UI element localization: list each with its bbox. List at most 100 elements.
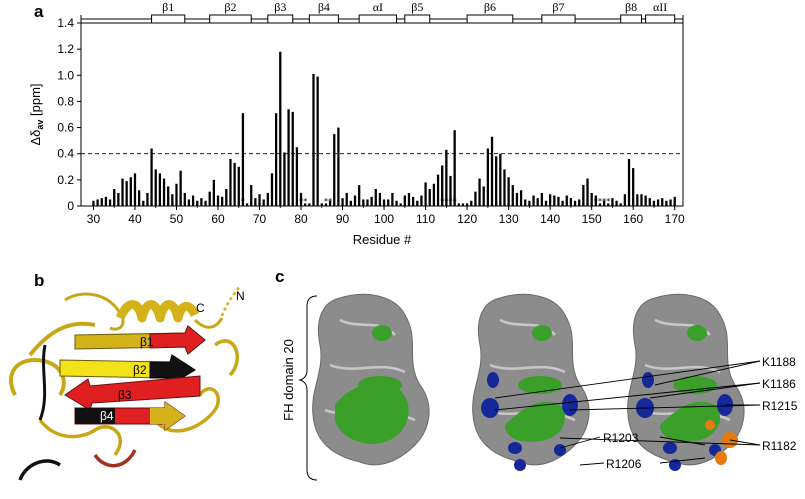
domain-bracket (298, 295, 318, 481)
bar-residue-130 (507, 177, 510, 206)
y-tick-label-3: 0.6 (57, 121, 74, 135)
unassigned-marker-152: * (598, 197, 602, 206)
bar-residue-84 (316, 76, 319, 206)
bar-residue-156 (615, 200, 618, 206)
bar-residue-158 (623, 194, 627, 206)
secondary-structure-track: β1 β2 β3 β4 αI β5 β6 β7 β8 αII (80, 0, 684, 24)
bar-residue-111 (428, 189, 431, 206)
green-patch-main (660, 401, 720, 442)
bar-residue-160 (632, 168, 635, 206)
ss-element-4 (358, 14, 398, 24)
ss-label-6: β6 (484, 0, 496, 14)
bar-residue-65 (237, 166, 240, 206)
bar-residue-133 (519, 190, 523, 206)
x-tick-label-90: 90 (336, 212, 350, 226)
bar-residue-104 (399, 203, 402, 206)
loop-bottom (38, 418, 122, 457)
x-axis: 30 40 50 60 70 80 90 100 110 120 130 140 150 160 170 (87, 206, 685, 226)
bar-residue-55 (196, 200, 199, 206)
y-axis-label-main: Δδ (28, 130, 43, 146)
loop-left (9, 357, 66, 397)
bar-residue-149 (586, 178, 589, 206)
bar-residue-108 (416, 200, 419, 206)
loop-right (153, 387, 221, 433)
bar-residue-147 (578, 199, 581, 206)
bar-residue-151 (594, 195, 597, 206)
ss-element-3 (308, 14, 339, 24)
ss-element-8 (620, 14, 642, 24)
blue-patch-3 (554, 444, 566, 456)
strand-label-beta1: β1 (140, 335, 154, 349)
y-axis-label: Δδav [ppm] (28, 83, 45, 145)
y-tick-label-1: 0.2 (57, 173, 74, 187)
bar-residue-114 (441, 165, 444, 206)
bar-residue-107 (411, 196, 415, 206)
bar-residue-47 (162, 178, 166, 206)
ss-label-1: β2 (224, 0, 236, 14)
x-tick-label-150: 150 (582, 212, 602, 226)
bar-residue-78 (291, 111, 294, 206)
panel-label-a: a (34, 2, 44, 21)
residue-label-k1186: K1186 (762, 377, 796, 391)
bar-residue-64 (233, 162, 236, 206)
y-tick-label-6: 1.2 (57, 42, 74, 56)
callout-line-0-1 (654, 360, 761, 386)
bar-residue-159 (627, 158, 631, 206)
green-patch-top (372, 325, 392, 341)
bar-residue-123 (478, 178, 481, 206)
green-patch-mid (673, 376, 717, 394)
bar-residue-79 (295, 147, 299, 206)
ss-element-5 (404, 14, 431, 24)
bar-residue-63 (229, 158, 232, 206)
ss-element-9 (645, 14, 676, 24)
unassigned-marker-66: * (241, 197, 245, 206)
c-terminus-label: C (196, 301, 205, 315)
bar-residue-68 (250, 185, 253, 206)
loop-top (64, 292, 125, 331)
strand-label-beta4: β4 (100, 409, 114, 423)
bar-residue-52 (183, 192, 186, 206)
bar-residue-60 (216, 195, 220, 206)
bar-residue-157 (619, 203, 622, 206)
bar-residue-92 (349, 200, 353, 206)
bar-residue-33 (104, 196, 108, 206)
bar-residue-142 (557, 196, 560, 206)
x-tick-label-80: 80 (294, 212, 308, 226)
x-tick-label-100: 100 (374, 212, 394, 226)
bar-residue-44 (150, 148, 153, 206)
y-tick-label-7: 1.4 (57, 16, 74, 30)
x-tick-label-170: 170 (665, 212, 685, 226)
bar-residue-59 (212, 179, 215, 206)
ss-element-6 (466, 14, 514, 24)
surface-model-3 (627, 293, 745, 471)
unassigned-marker-81: * (303, 197, 307, 206)
bar-residue-155 (611, 198, 614, 206)
green-patch-top (532, 325, 552, 341)
strand-beta4-dark (75, 408, 115, 424)
bar-residue-96 (366, 199, 369, 206)
y-tick-label-0: 0 (67, 199, 74, 213)
green-patch-mid (518, 376, 562, 394)
bar-residue-145 (569, 198, 573, 206)
callout-line-5-0 (579, 462, 605, 466)
bar-residue-38 (125, 181, 128, 206)
residue-callouts: K1188 K1186 R1215 R1182 R1203 R1206 (494, 355, 798, 471)
blue-patch-1 (562, 394, 578, 416)
protein-cartoon: C N β1 β2 β3 β4 (9, 285, 245, 481)
x-tick-label-120: 120 (457, 212, 477, 226)
bar-residue-42 (142, 200, 145, 206)
green-patch-main (335, 382, 409, 444)
bar-residue-82 (308, 203, 311, 206)
y-tick-label-5: 1.0 (57, 68, 74, 82)
bar-residue-117 (453, 130, 456, 206)
bar-residue-118 (457, 203, 460, 206)
unassigned-marker-116: * (449, 197, 453, 206)
bar-residue-77 (287, 109, 290, 206)
bar-residue-113 (436, 174, 440, 206)
bar-residue-150 (590, 192, 593, 206)
bar-residue-143 (561, 200, 564, 206)
callout-line-5-1 (659, 457, 706, 464)
strand-label-beta3: β3 (118, 388, 132, 402)
bar-residue-53 (187, 199, 191, 206)
bar-residue-100 (382, 199, 386, 206)
